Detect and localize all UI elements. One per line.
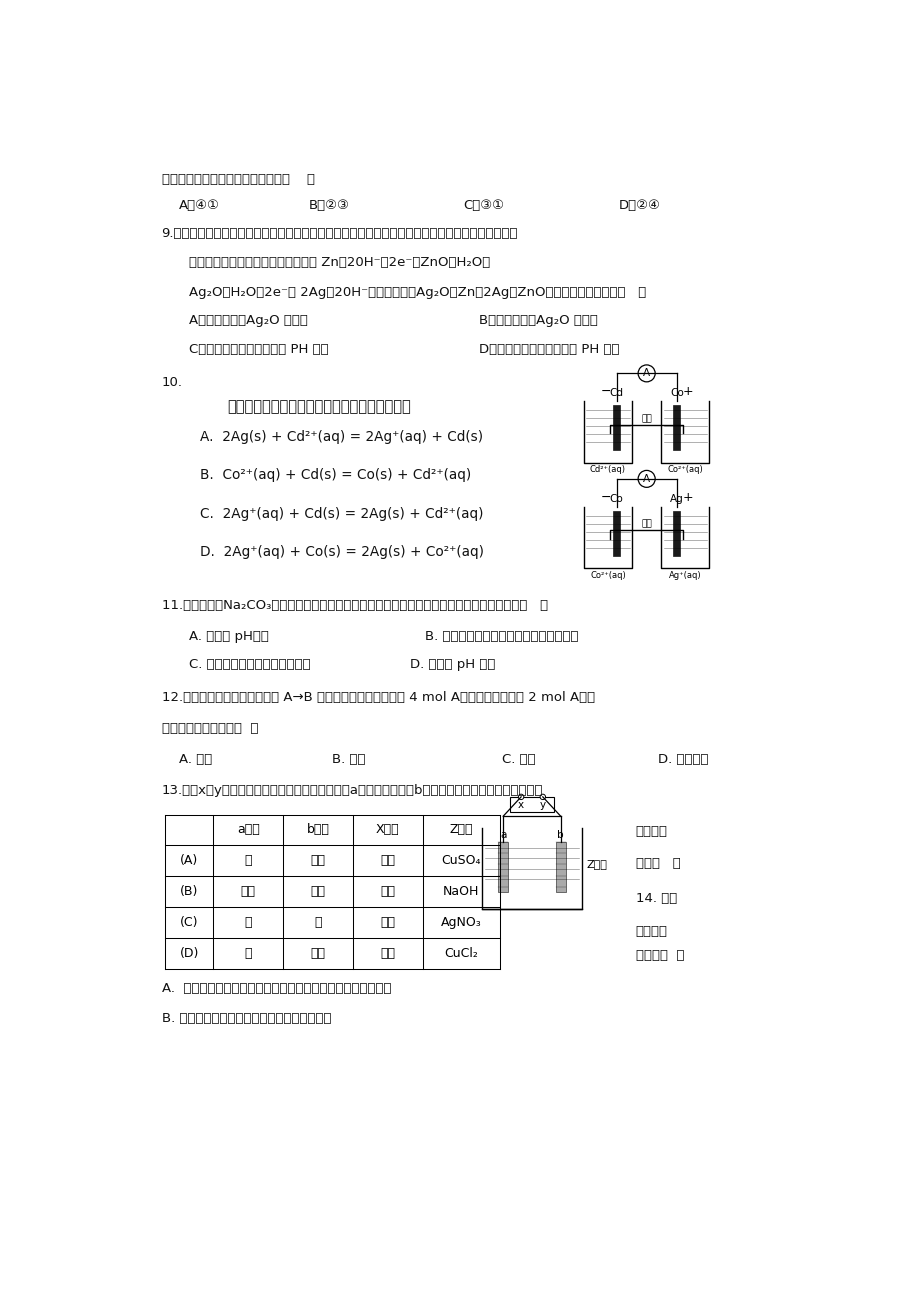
Text: 这一情况: 这一情况 bbox=[635, 824, 667, 837]
Text: 14. 下列: 14. 下列 bbox=[635, 892, 676, 905]
Text: CuCl₂: CuCl₂ bbox=[444, 947, 478, 960]
Text: A.  镀锡的铁制品，镀层部分受损后，露出的铁表面不易被腐蚀: A. 镀锡的铁制品，镀层部分受损后，露出的铁表面不易被腐蚀 bbox=[162, 982, 391, 995]
Text: C. 相等: C. 相等 bbox=[502, 753, 536, 766]
Text: 石墨: 石墨 bbox=[311, 854, 325, 867]
Text: +: + bbox=[682, 385, 692, 398]
Text: Z溶液: Z溶液 bbox=[449, 823, 472, 836]
Text: (C): (C) bbox=[180, 915, 199, 928]
Text: Co²⁺(aq): Co²⁺(aq) bbox=[589, 570, 625, 579]
Text: 11.在盛有饱和Na₂CO₃溶液的烧杯中插入惰性电极，保持温度不变，通直流电一段时间后，则（   ）: 11.在盛有饱和Na₂CO₃溶液的烧杯中插入惰性电极，保持温度不变，通直流电一段… bbox=[162, 599, 547, 612]
Text: 盐桥: 盐桥 bbox=[641, 519, 652, 529]
Text: A. 溶液的 pH增大: A. 溶液的 pH增大 bbox=[188, 630, 268, 643]
Text: (B): (B) bbox=[180, 885, 199, 898]
Text: Z溶液: Z溶液 bbox=[586, 859, 607, 868]
Text: 极和放电时的负极反应分别依次为（    ）: 极和放电时的负极反应分别依次为（ ） bbox=[162, 173, 314, 186]
Text: D.  2Ag⁺(aq) + Co(s) = 2Ag(s) + Co²⁺(aq): D. 2Ag⁺(aq) + Co(s) = 2Ag(s) + Co²⁺(aq) bbox=[200, 546, 483, 559]
Text: B、锌为负极，Ag₂O 为正极: B、锌为负极，Ag₂O 为正极 bbox=[479, 314, 597, 327]
Text: b极析: b极析 bbox=[306, 823, 329, 836]
Text: b: b bbox=[557, 829, 563, 840]
Text: A.  2Ag(s) + Cd²⁺(aq) = 2Ag⁺(aq) + Cd(s): A. 2Ag(s) + Cd²⁺(aq) = 2Ag⁺(aq) + Cd(s) bbox=[200, 430, 482, 444]
Text: 盐桥: 盐桥 bbox=[641, 414, 652, 423]
Text: Cd²⁺(aq): Cd²⁺(aq) bbox=[589, 465, 625, 474]
Text: 正极: 正极 bbox=[380, 915, 395, 928]
Text: 根据右图，可判断出下列离子方程式中错误的是: 根据右图，可判断出下列离子方程式中错误的是 bbox=[227, 398, 411, 414]
Text: −: − bbox=[600, 385, 610, 398]
Text: 两容器中的反应速率（  ）: 两容器中的反应速率（ ） bbox=[162, 723, 257, 736]
Bar bbox=[498, 842, 508, 892]
Text: 9.银锌电池（钮扣式电池）的两个电极分别是由氧化银与少量石墨组成的活性材料和锌汞合金构成，: 9.银锌电池（钮扣式电池）的两个电极分别是由氧化银与少量石墨组成的活性材料和锌汞… bbox=[162, 227, 517, 240]
Text: +: + bbox=[682, 491, 692, 504]
Text: B. 乙快: B. 乙快 bbox=[332, 753, 365, 766]
Text: Ag⁺(aq): Ag⁺(aq) bbox=[668, 570, 701, 579]
Text: C、原电池工作时，正极区 PH 减小: C、原电池工作时，正极区 PH 减小 bbox=[188, 342, 328, 355]
Circle shape bbox=[638, 470, 654, 487]
Text: B.  Co²⁺(aq) + Cd(s) = Co(s) + Cd²⁺(aq): B. Co²⁺(aq) + Cd(s) = Co(s) + Cd²⁺(aq) bbox=[200, 469, 471, 482]
Circle shape bbox=[539, 794, 545, 799]
Text: D、原电池工作时，负极区 PH 增大: D、原电池工作时，负极区 PH 增大 bbox=[479, 342, 619, 355]
Text: B. 溶液的浓度增大，有一定量的晶体析出: B. 溶液的浓度增大，有一定量的晶体析出 bbox=[425, 630, 578, 643]
Text: 银: 银 bbox=[244, 915, 252, 928]
Text: 负极: 负极 bbox=[380, 854, 395, 867]
Text: 13.图中x、y分别是直流电源的两极，通电后发现a极板质量增加，b极板处有无色无臭气体放出，符合: 13.图中x、y分别是直流电源的两极，通电后发现a极板质量增加，b极板处有无色无… bbox=[162, 784, 542, 797]
Text: Cd: Cd bbox=[609, 388, 623, 398]
Bar bbox=[612, 510, 619, 556]
Text: y: y bbox=[539, 799, 545, 810]
Circle shape bbox=[517, 794, 523, 799]
Bar bbox=[612, 405, 619, 450]
Text: A、锌为正极，Ag₂O 为负极: A、锌为正极，Ag₂O 为负极 bbox=[188, 314, 307, 327]
Text: 电解质为氢氧化钾溶液，电极反应为 Zn＋20H⁻－2e⁻＝ZnO＋H₂O；: 电解质为氢氧化钾溶液，电极反应为 Zn＋20H⁻－2e⁻＝ZnO＋H₂O； bbox=[188, 256, 489, 270]
Text: 铁: 铁 bbox=[314, 915, 322, 928]
Text: X电极: X电极 bbox=[376, 823, 399, 836]
Text: 锌: 锌 bbox=[244, 854, 252, 867]
Text: Co²⁺(aq): Co²⁺(aq) bbox=[667, 465, 702, 474]
Text: A: A bbox=[642, 368, 650, 379]
Text: D. 无法确定: D. 无法确定 bbox=[657, 753, 708, 766]
Text: A. 甲快: A. 甲快 bbox=[178, 753, 211, 766]
Text: (D): (D) bbox=[179, 947, 199, 960]
Text: B. 船底镶嵌锌块，锌作负极，以防船体被腐蚀: B. 船底镶嵌锌块，锌作负极，以防船体被腐蚀 bbox=[162, 1013, 331, 1026]
Text: 石墨: 石墨 bbox=[241, 885, 255, 898]
Text: Co: Co bbox=[609, 493, 623, 504]
Text: C. 溶液的浓度不变，有晶体析出: C. 溶液的浓度不变，有晶体析出 bbox=[188, 659, 310, 672]
Bar bbox=[673, 405, 679, 450]
Bar bbox=[510, 797, 553, 812]
Text: B、②③: B、②③ bbox=[309, 199, 349, 212]
Bar bbox=[673, 510, 679, 556]
Text: 12.甲、乙两个容器内都在进行 A→B 的反应，甲中每分钟减少 4 mol A，乙中每分钟减少 2 mol A，则: 12.甲、乙两个容器内都在进行 A→B 的反应，甲中每分钟减少 4 mol A，… bbox=[162, 691, 594, 704]
Text: 确的是（  ）: 确的是（ ） bbox=[635, 949, 684, 962]
Text: 负极: 负极 bbox=[380, 947, 395, 960]
Text: 石墨: 石墨 bbox=[311, 947, 325, 960]
Bar bbox=[555, 842, 565, 892]
Text: 叙述不正: 叙述不正 bbox=[635, 924, 667, 937]
Text: (A): (A) bbox=[180, 854, 199, 867]
Text: C.  2Ag⁺(aq) + Cd(s) = 2Ag(s) + Cd²⁺(aq): C. 2Ag⁺(aq) + Cd(s) = 2Ag(s) + Cd²⁺(aq) bbox=[200, 506, 483, 521]
Text: A: A bbox=[642, 474, 650, 484]
Text: D、②④: D、②④ bbox=[618, 199, 660, 212]
Text: 10.: 10. bbox=[162, 376, 182, 389]
Text: Ag₂O＋H₂O＋2e⁻＝ 2Ag＋20H⁻；总反应为：Ag₂O＋Zn＝2Ag＋ZnO，下列判断正确的是（   ）: Ag₂O＋H₂O＋2e⁻＝ 2Ag＋20H⁻；总反应为：Ag₂O＋Zn＝2Ag＋… bbox=[188, 285, 645, 298]
Text: −: − bbox=[600, 491, 610, 504]
Circle shape bbox=[638, 365, 654, 381]
Text: 铜: 铜 bbox=[244, 947, 252, 960]
Text: CuSO₄: CuSO₄ bbox=[441, 854, 481, 867]
Text: C、③①: C、③① bbox=[463, 199, 505, 212]
Text: 负极: 负极 bbox=[380, 885, 395, 898]
Text: AgNO₃: AgNO₃ bbox=[440, 915, 482, 928]
Text: a: a bbox=[500, 829, 506, 840]
Text: A、④①: A、④① bbox=[178, 199, 220, 212]
Text: NaOH: NaOH bbox=[443, 885, 479, 898]
Text: Ag: Ag bbox=[669, 493, 683, 504]
Text: 的是（   ）: 的是（ ） bbox=[635, 857, 680, 870]
Text: a极板: a极板 bbox=[237, 823, 259, 836]
Text: x: x bbox=[517, 799, 524, 810]
Text: 石墨: 石墨 bbox=[311, 885, 325, 898]
Text: Co: Co bbox=[669, 388, 683, 398]
Text: D. 溶液的 pH 减小: D. 溶液的 pH 减小 bbox=[409, 659, 494, 672]
